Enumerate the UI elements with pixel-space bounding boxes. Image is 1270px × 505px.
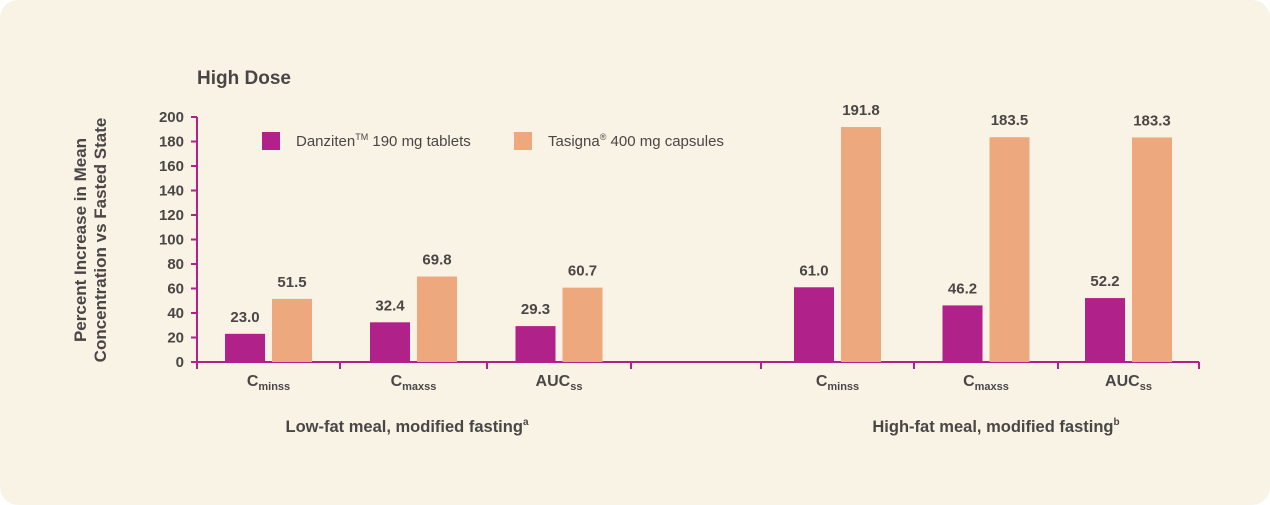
data-label-tasigna: 183.5: [991, 112, 1029, 129]
bar-tasigna: [562, 287, 603, 362]
bar-tasigna: [841, 127, 881, 362]
legend-superscript: ®: [600, 132, 607, 142]
x-tick-label-main: AUC: [1105, 373, 1140, 390]
bar-tasigna: [989, 137, 1030, 362]
x-tick-label: Cmaxss: [391, 373, 437, 393]
y-tick-label: 40: [167, 305, 184, 322]
group-label-superscript: b: [1114, 417, 1120, 428]
legend-swatch-danziten: [262, 132, 280, 150]
group-label-superscript: a: [523, 417, 529, 428]
group-label-text: Low-fat meal, modified fasting: [286, 418, 523, 436]
legend-name: Danziten: [296, 133, 355, 150]
x-tick-label-subscript: ss: [1140, 381, 1152, 393]
bar-danziten: [225, 333, 265, 362]
x-tick-label-main: C: [391, 373, 403, 390]
y-tick-label: 140: [159, 183, 184, 200]
axes: 0 20 40 60 80 100 120 140 160 180 200: [159, 109, 1200, 371]
data-label-danziten: 23.0: [230, 309, 259, 326]
x-tick-label-subscript: minss: [258, 381, 290, 393]
legend-description: 400 mg capsules: [606, 133, 724, 150]
legend-label-danziten: DanzitenTM 190 mg tablets: [296, 132, 471, 150]
y-tick-label: 160: [159, 158, 184, 175]
data-label-tasigna: 51.5: [277, 274, 306, 291]
y-tick-label: 80: [167, 256, 184, 273]
legend-label-tasigna: Tasigna® 400 mg capsules: [548, 132, 724, 150]
y-tick-label: 120: [159, 207, 184, 224]
y-tick-label: 180: [159, 134, 184, 151]
x-tick-label-subscript: maxss: [402, 381, 436, 393]
data-label-tasigna: 191.8: [842, 102, 880, 119]
data-label-tasigna: 69.8: [422, 251, 451, 268]
bar-danziten: [515, 326, 556, 362]
data-label-tasigna: 60.7: [568, 263, 597, 280]
legend-superscript: TM: [355, 132, 368, 142]
group-label-text: High-fat meal, modified fasting: [872, 418, 1113, 436]
legend-description: 190 mg tablets: [368, 133, 471, 150]
data-label-danziten: 32.4: [375, 297, 405, 314]
bar-danziten: [942, 305, 983, 362]
legend: DanzitenTM 190 mg tablets Tasigna® 400 mg…: [262, 132, 724, 150]
legend-swatch-tasigna: [514, 132, 532, 150]
y-tick-label: 0: [176, 354, 184, 371]
x-tick-label: Cminss: [247, 373, 290, 393]
y-axis-label: Percent Increase in Mean Concentration v…: [71, 118, 110, 363]
data-label-tasigna: 183.3: [1133, 112, 1171, 129]
bar-tasigna: [417, 276, 457, 362]
bar-danziten: [370, 322, 410, 362]
y-tick-label: 60: [167, 281, 184, 298]
y-tick-label: 200: [159, 109, 184, 126]
data-label-danziten: 52.2: [1090, 273, 1119, 290]
bar-tasigna: [1132, 137, 1172, 362]
y-axis-label-line-2: Concentration vs Fasted State: [91, 118, 110, 363]
x-tick-label: Cminss: [816, 373, 859, 393]
x-tick-label-main: C: [816, 373, 828, 390]
x-tick-label-subscript: minss: [827, 381, 859, 393]
group-label: Low-fat meal, modified fastinga: [286, 417, 529, 436]
legend-name: Tasigna: [548, 133, 600, 150]
x-tick-label: AUCss: [536, 373, 583, 393]
data-label-danziten: 29.3: [521, 301, 550, 318]
x-tick-label: AUCss: [1105, 373, 1152, 393]
data-label-danziten: 61.0: [799, 262, 828, 279]
x-tick-label-subscript: ss: [570, 381, 582, 393]
group-label: High-fat meal, modified fastingb: [872, 417, 1119, 436]
x-tick-label-subscript: maxss: [975, 381, 1009, 393]
chart-title: High Dose: [197, 68, 291, 89]
x-tick-label-main: C: [247, 373, 259, 390]
bar-danziten: [794, 287, 834, 362]
x-tick-label-main: C: [963, 373, 975, 390]
y-axis-label-line-1: Percent Increase in Mean: [71, 138, 90, 342]
x-tick-label: Cmaxss: [963, 373, 1009, 393]
bars: 23.0 51.5 32.4 69.8 29.3 60.7 61.0 191.8 46.2 183…: [225, 102, 1172, 362]
y-tick-label: 20: [167, 330, 184, 347]
y-tick-label: 100: [159, 232, 184, 249]
x-tick-label-main: AUC: [536, 373, 571, 390]
bar-danziten: [1085, 298, 1125, 362]
bar-tasigna: [272, 298, 312, 362]
data-label-danziten: 46.2: [948, 280, 977, 297]
